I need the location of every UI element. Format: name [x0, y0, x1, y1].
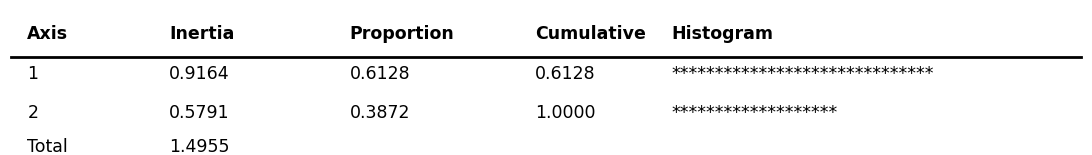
Text: 1.0000: 1.0000: [535, 104, 595, 122]
Text: Inertia: Inertia: [169, 25, 235, 43]
Text: Total: Total: [27, 138, 68, 155]
Text: 0.5791: 0.5791: [169, 104, 230, 122]
Text: 2: 2: [27, 104, 38, 122]
Text: 0.6128: 0.6128: [535, 65, 596, 83]
Text: 0.9164: 0.9164: [169, 65, 230, 83]
Text: 0.6128: 0.6128: [349, 65, 411, 83]
Text: 0.3872: 0.3872: [349, 104, 410, 122]
Text: Proportion: Proportion: [349, 25, 454, 43]
Text: Histogram: Histogram: [672, 25, 773, 43]
Text: *******************: *******************: [672, 104, 838, 122]
Text: 1.4955: 1.4955: [169, 138, 229, 155]
Text: ******************************: ******************************: [672, 65, 934, 83]
Text: Cumulative: Cumulative: [535, 25, 646, 43]
Text: Axis: Axis: [27, 25, 69, 43]
Text: 1: 1: [27, 65, 38, 83]
